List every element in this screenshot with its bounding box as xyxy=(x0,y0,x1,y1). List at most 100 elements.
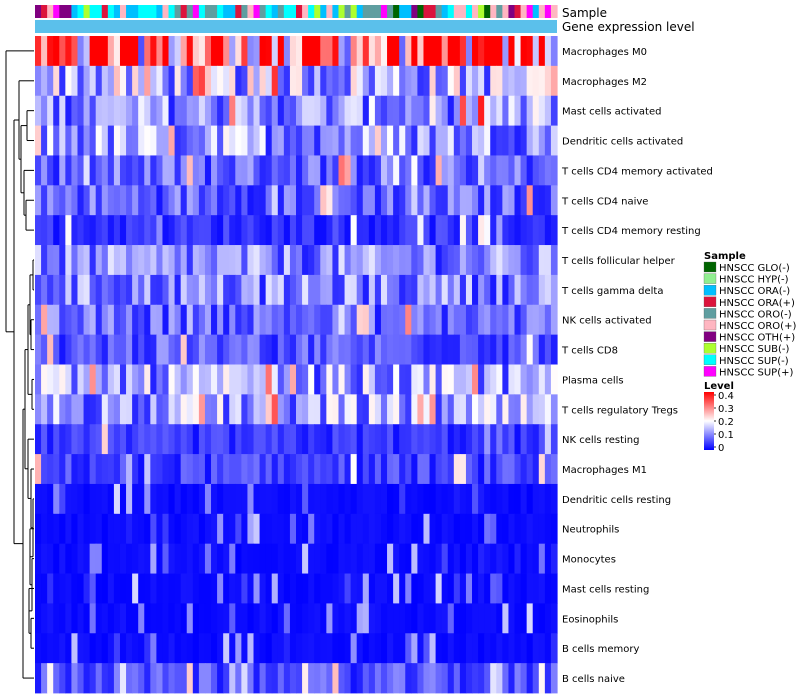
heatmap-cell xyxy=(423,454,431,485)
heatmap-cell xyxy=(283,155,291,186)
heatmap-cell xyxy=(89,633,97,664)
heatmap-cell xyxy=(490,513,497,545)
heatmap-cell xyxy=(502,36,510,67)
row-label: T cells CD4 memory activated xyxy=(561,166,713,177)
heatmap-cell xyxy=(59,394,66,425)
sample-annotation-cell xyxy=(380,5,388,18)
heatmap-cell xyxy=(344,274,352,306)
heatmap-cell xyxy=(113,394,121,425)
heatmap-cell xyxy=(241,454,249,485)
heatmap-cell xyxy=(538,424,546,455)
heatmap-cell xyxy=(126,454,133,485)
heatmap-cell xyxy=(126,215,133,246)
heatmap-cell xyxy=(423,633,431,664)
heatmap-cell xyxy=(429,573,437,604)
heatmap-cell xyxy=(35,633,42,664)
heatmap-cell xyxy=(53,155,60,186)
heatmap-cell xyxy=(447,364,455,395)
heatmap-cell xyxy=(223,543,230,574)
heatmap-cell xyxy=(83,304,91,336)
heatmap-cell xyxy=(168,424,176,455)
heatmap-cell xyxy=(405,394,412,425)
heatmap-cell xyxy=(484,424,491,455)
heatmap-cell xyxy=(77,274,85,306)
heatmap-cell xyxy=(417,454,425,485)
heatmap-cell xyxy=(113,663,121,694)
heatmap-cell xyxy=(429,394,437,425)
heatmap-cell xyxy=(393,304,400,336)
heatmap-cell xyxy=(47,304,54,336)
level-legend-tick-label: 0.2 xyxy=(718,417,734,428)
heatmap-cell xyxy=(35,603,42,634)
heatmap-cell xyxy=(271,125,279,156)
heatmap-cell xyxy=(198,304,206,336)
heatmap-cell xyxy=(544,543,552,574)
sample-legend-swatch xyxy=(703,261,717,273)
heatmap-cell xyxy=(229,483,236,515)
heatmap-cell xyxy=(532,543,540,574)
heatmap-cell xyxy=(277,274,285,306)
heatmap-cell xyxy=(320,304,327,336)
heatmap-cell xyxy=(478,663,485,694)
heatmap-cell xyxy=(320,274,327,306)
heatmap-cell xyxy=(532,364,540,395)
sample-legend-label: HNSCC ORA(+) xyxy=(719,298,795,309)
heatmap-cell xyxy=(344,185,352,216)
heatmap-cell xyxy=(113,95,121,126)
heatmap-cell xyxy=(162,454,170,485)
sample-annotation-cell xyxy=(198,5,206,18)
heatmap-cell xyxy=(478,394,485,425)
sample-annotation-track xyxy=(35,5,558,18)
sample-annotation-cell xyxy=(423,5,431,18)
heatmap-cell xyxy=(198,603,206,634)
heatmap-cell xyxy=(508,125,516,156)
heatmap-cell xyxy=(259,155,267,186)
heatmap-cell xyxy=(162,334,170,365)
heatmap-cell xyxy=(59,334,66,365)
heatmap-cell xyxy=(320,65,327,97)
heatmap-cell xyxy=(453,36,461,67)
heatmap-cell xyxy=(150,304,157,336)
heatmap-cell xyxy=(350,573,358,604)
heatmap-cell xyxy=(247,95,255,126)
heatmap-cell xyxy=(459,155,467,186)
heatmap-cell xyxy=(186,36,194,67)
heatmap-cell xyxy=(283,65,291,97)
heatmap-cell xyxy=(77,36,85,67)
heatmap-cell xyxy=(332,274,340,306)
heatmap-cell xyxy=(223,245,230,276)
heatmap-cell xyxy=(211,245,218,276)
heatmap-cell xyxy=(465,483,473,515)
heatmap-cell xyxy=(217,483,224,515)
heatmap-cell xyxy=(289,663,297,694)
heatmap-cell xyxy=(65,424,73,455)
heatmap-cell xyxy=(502,364,510,395)
heatmap-cell xyxy=(308,394,315,425)
heatmap-cell xyxy=(508,185,516,216)
heatmap-cell xyxy=(435,543,443,574)
heatmap-cell xyxy=(429,155,437,186)
heatmap-cell xyxy=(192,573,200,604)
heatmap-cell xyxy=(478,304,485,336)
heatmap-cell xyxy=(235,304,242,336)
heatmap-cell xyxy=(138,603,145,634)
heatmap-cell xyxy=(399,543,406,574)
heatmap-cell xyxy=(478,334,485,365)
heatmap-cell xyxy=(496,424,503,455)
heatmap-cell xyxy=(532,513,540,545)
heatmap-cell xyxy=(59,36,66,67)
heatmap-cell xyxy=(441,334,449,365)
heatmap-cell xyxy=(320,245,327,276)
heatmap-cell xyxy=(520,215,528,246)
heatmap-cell xyxy=(393,364,400,395)
heatmap-cell xyxy=(374,304,382,336)
heatmap-cell xyxy=(344,454,352,485)
heatmap-cell xyxy=(168,394,176,425)
heatmap-cell xyxy=(362,125,370,156)
heatmap-cell xyxy=(484,633,491,664)
sample-annotation-cell xyxy=(253,5,261,18)
heatmap-cell xyxy=(514,245,522,276)
heatmap-cell xyxy=(180,334,188,365)
heatmap-cell xyxy=(168,304,176,336)
heatmap-cell xyxy=(453,573,461,604)
